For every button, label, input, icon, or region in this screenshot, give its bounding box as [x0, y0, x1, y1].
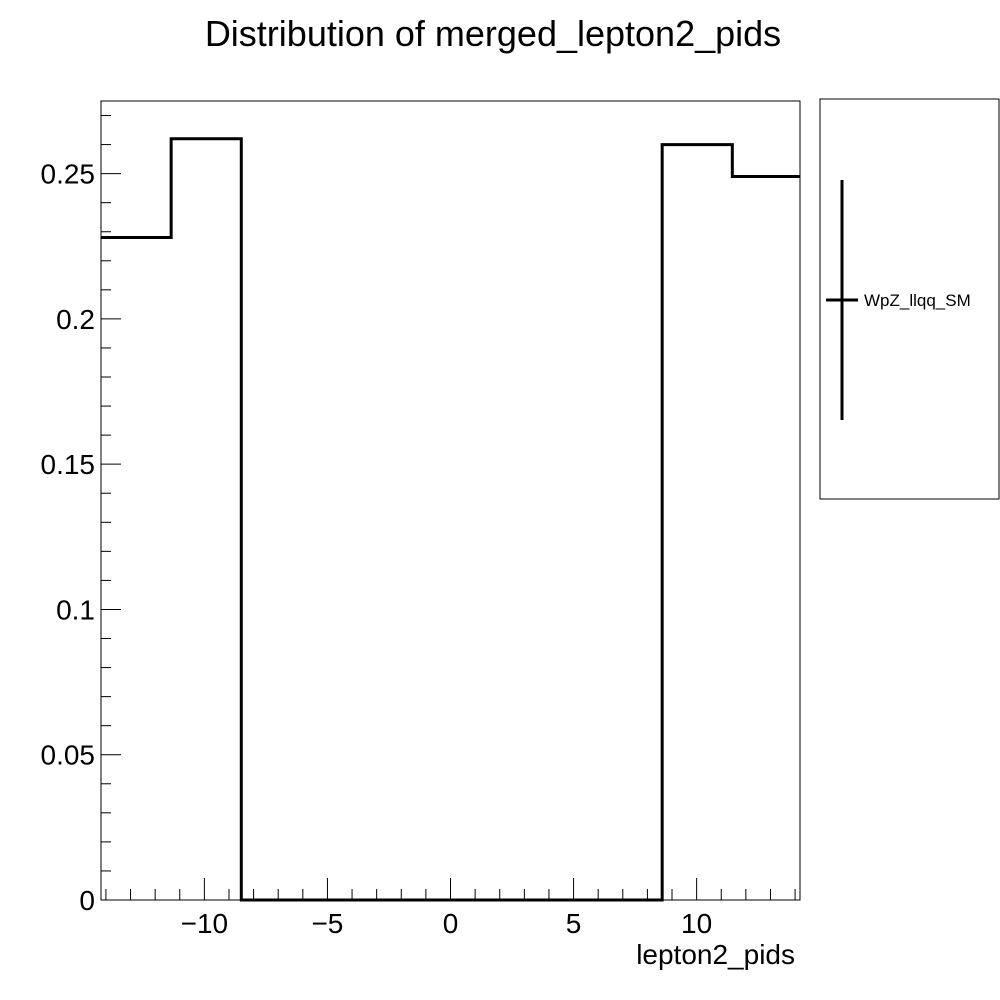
- x-tick-label: −10: [181, 908, 229, 939]
- y-axis: 0 0.05 0.1 0.15 0.2 0.25: [41, 115, 121, 916]
- chart-title: Distribution of merged_lepton2_pids: [205, 13, 781, 54]
- y-tick-label: 0.25: [41, 159, 96, 190]
- x-tick-label: 5: [566, 908, 582, 939]
- x-tick-label: −5: [311, 908, 343, 939]
- x-axis: −10 −5 0 5 10: [105, 878, 796, 939]
- y-tick-label: 0.05: [41, 740, 96, 771]
- plot-frame: [100, 100, 801, 901]
- legend: WpZ_llqq_SM: [819, 98, 1000, 500]
- y-tick-label: 0.2: [56, 304, 95, 335]
- y-tick-label: 0.15: [41, 449, 96, 480]
- legend-label: WpZ_llqq_SM: [864, 291, 971, 310]
- x-tick-label: 0: [443, 908, 459, 939]
- histogram-line: [101, 137, 800, 902]
- y-tick-label: 0: [79, 885, 95, 916]
- x-axis-label: lepton2_pids: [636, 939, 795, 970]
- y-tick-label: 0.1: [56, 594, 95, 625]
- x-tick-label: 10: [681, 908, 712, 939]
